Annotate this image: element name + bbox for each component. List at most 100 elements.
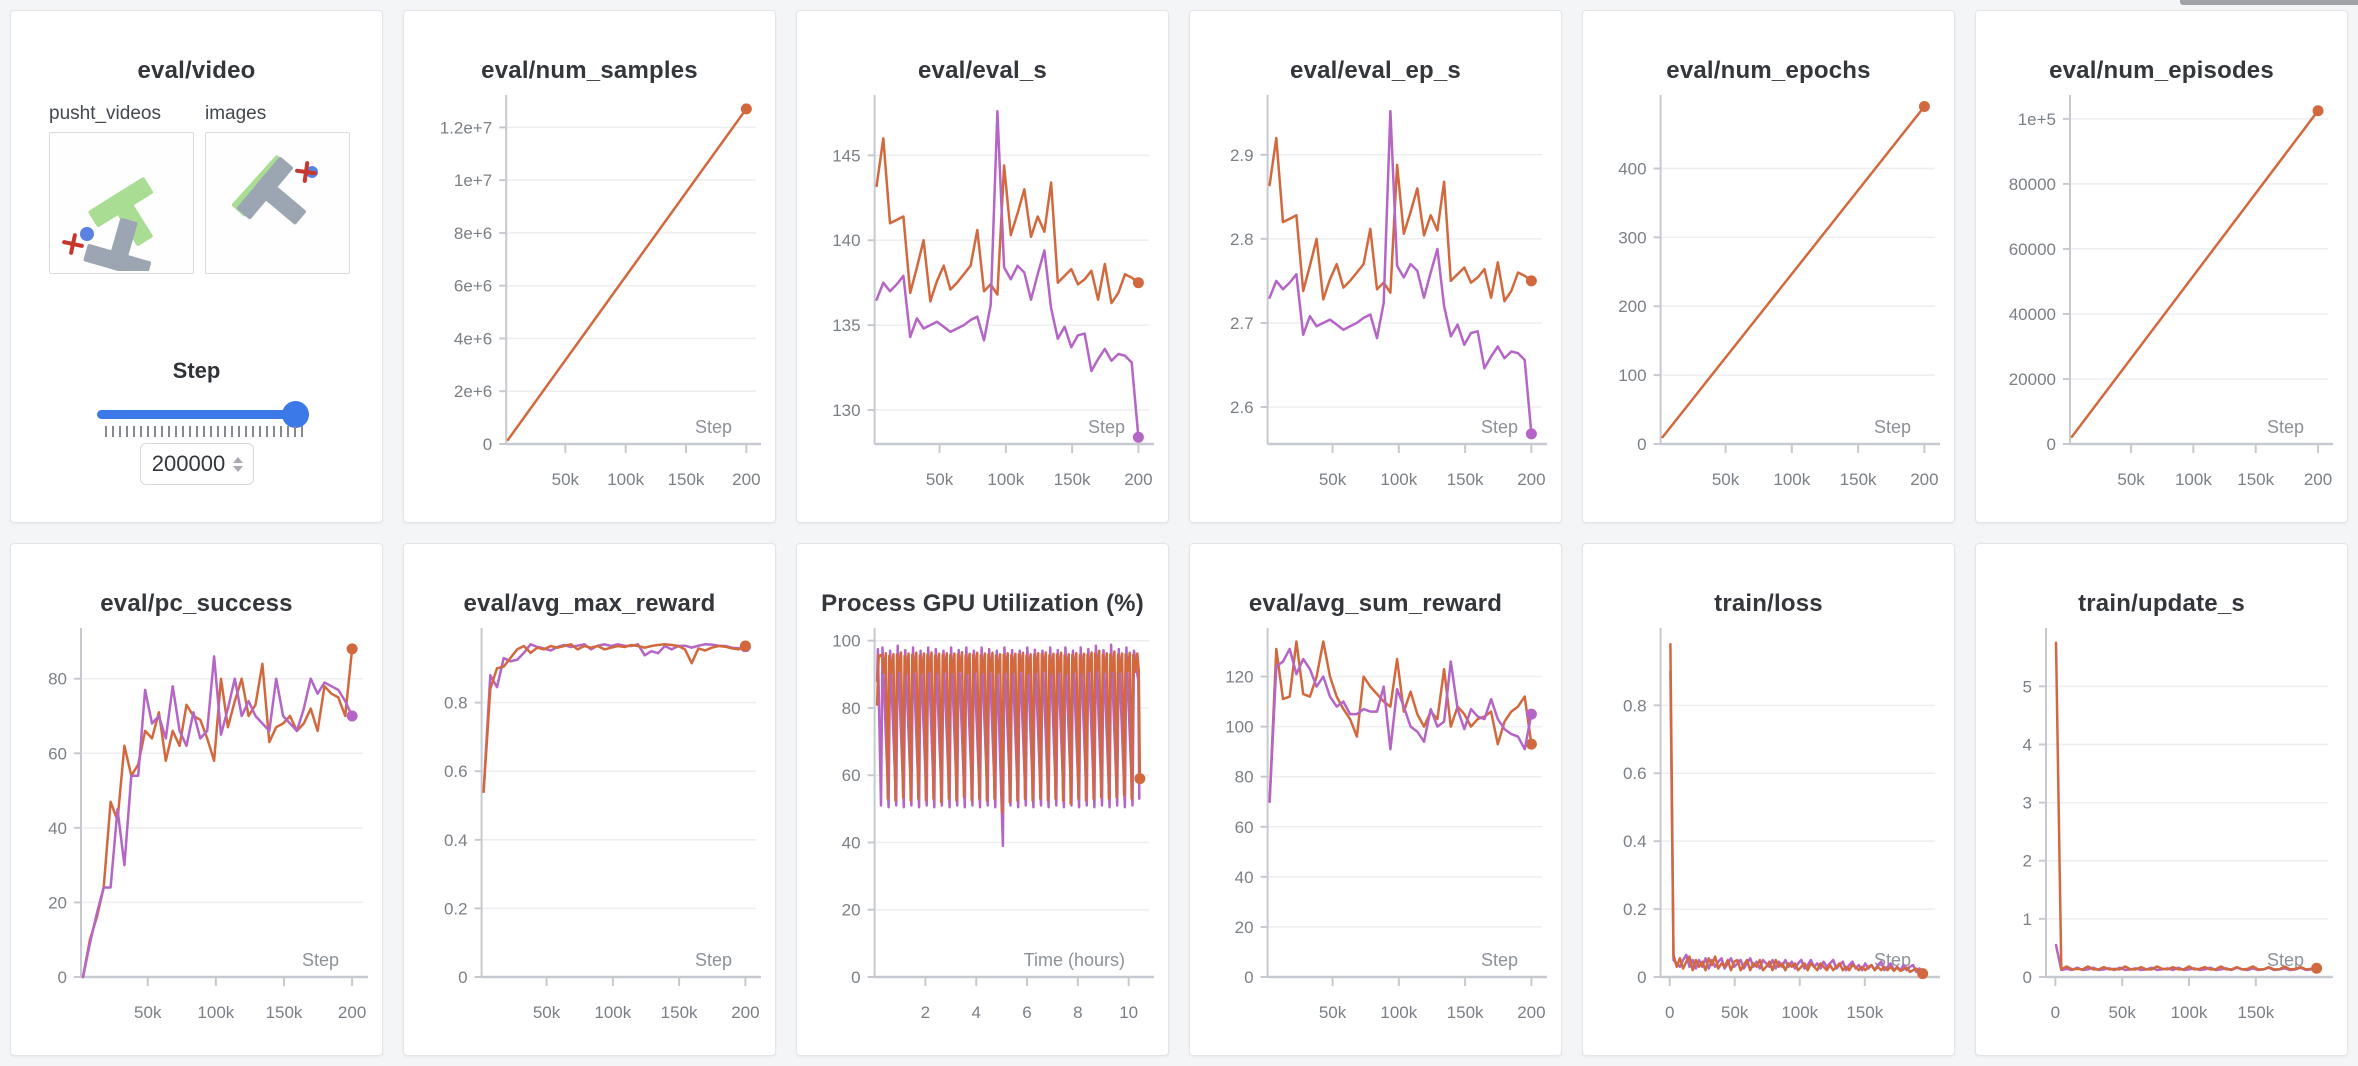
svg-text:1e+7: 1e+7 (454, 171, 492, 190)
series-line-orange (2070, 109, 2320, 439)
svg-text:100k: 100k (594, 1003, 631, 1022)
svg-text:400: 400 (1618, 159, 1646, 178)
series-end-dot-orange (1525, 275, 1537, 287)
panel-title: eval/num_episodes (2049, 57, 2274, 84)
series-line-purple (81, 655, 354, 979)
svg-text:200: 200 (1517, 470, 1545, 489)
pusht-video-thumbnail[interactable] (49, 132, 194, 279)
svg-text:100k: 100k (987, 470, 1024, 489)
chart-panel-eval-num-episodes: eval/num_episodes 0 20000 40000 60000 80000 1… (1975, 10, 2348, 523)
x-axis-label: Step (695, 950, 732, 970)
line-chart-6[interactable]: 0 0.2 0.4 0.6 0.8 50k 100k 150k 200 Step (404, 544, 775, 1055)
svg-text:0: 0 (1244, 968, 1253, 987)
svg-text:2.9: 2.9 (1230, 146, 1254, 165)
svg-text:80000: 80000 (2009, 175, 2056, 194)
svg-text:0.8: 0.8 (1623, 696, 1647, 715)
svg-text:50k: 50k (926, 470, 954, 489)
svg-text:100k: 100k (607, 470, 644, 489)
step-slider-ticks (105, 426, 303, 437)
stepper-down-icon[interactable] (232, 465, 243, 472)
svg-text:50k: 50k (134, 1003, 162, 1022)
x-axis-label: Time (hours) (1024, 950, 1125, 970)
series-line-purple (875, 109, 1140, 439)
series-line-purple (1669, 670, 1924, 975)
svg-text:200: 200 (1618, 297, 1646, 316)
svg-text:150k: 150k (2237, 470, 2274, 489)
svg-text:50k: 50k (1721, 1003, 1749, 1022)
svg-text:60: 60 (1235, 818, 1254, 837)
series-line-orange (81, 647, 354, 979)
chart-panel-eval-num-epochs: eval/num_epochs 0 100 200 300 400 50k 100k 150k… (1582, 10, 1955, 523)
line-chart-2[interactable]: 2.6 2.7 2.8 2.9 50k 100k 150k 200 Step (1190, 11, 1561, 522)
svg-text:0: 0 (458, 968, 467, 987)
step-slider[interactable] (97, 410, 307, 419)
svg-text:100k: 100k (1781, 1003, 1818, 1022)
svg-text:150k: 150k (2237, 1003, 2274, 1022)
svg-text:100: 100 (1225, 718, 1253, 737)
line-chart-7[interactable]: 0 20 40 60 80 100 2 4 6 8 10 Time (hours) (797, 544, 1168, 1055)
svg-text:40: 40 (1235, 868, 1254, 887)
svg-text:6e+6: 6e+6 (454, 277, 492, 296)
svg-text:4: 4 (2023, 735, 2032, 754)
line-chart-1[interactable]: 130 135 140 145 50k 100k 150k 200 Step (797, 11, 1168, 522)
line-chart-4[interactable]: 0 20000 40000 60000 80000 1e+5 50k 100k 150k 200 S… (1976, 11, 2347, 522)
svg-text:0.6: 0.6 (444, 762, 468, 781)
series-line-orange (1661, 105, 1926, 439)
svg-text:100k: 100k (2171, 1003, 2208, 1022)
svg-text:150k: 150k (1447, 1003, 1484, 1022)
line-chart-10[interactable]: 0 1 2 3 4 5 0 50k 100k 150k Step (1976, 544, 2347, 1055)
images-thumbnail[interactable] (205, 132, 350, 274)
svg-text:50k: 50k (2108, 1003, 2136, 1022)
step-slider-thumb[interactable] (282, 401, 309, 428)
svg-text:50k: 50k (1712, 470, 1740, 489)
svg-text:40: 40 (48, 819, 67, 838)
svg-text:60: 60 (48, 744, 67, 763)
series-end-dot-orange (346, 643, 358, 655)
horizontal-scrollbar[interactable] (2180, 0, 2358, 5)
series-line-orange (875, 649, 1142, 814)
svg-text:0.8: 0.8 (444, 694, 468, 713)
x-axis-label: Step (2267, 417, 2304, 437)
stepper-up-icon[interactable] (232, 456, 243, 463)
step-input[interactable] (150, 451, 227, 477)
line-chart-3[interactable]: 0 100 200 300 400 50k 100k 150k 200 Step (1583, 11, 1954, 522)
svg-text:120: 120 (1225, 668, 1253, 687)
svg-text:20: 20 (842, 901, 861, 920)
svg-text:140: 140 (832, 231, 860, 250)
svg-text:100k: 100k (2175, 470, 2212, 489)
svg-text:200: 200 (1910, 470, 1938, 489)
series-end-dot-purple (346, 710, 358, 722)
svg-text:2e+6: 2e+6 (454, 382, 492, 401)
svg-text:200: 200 (732, 470, 760, 489)
svg-text:0: 0 (1637, 968, 1646, 987)
svg-text:150k: 150k (668, 470, 705, 489)
pusht-scene-image (62, 177, 153, 279)
svg-text:1: 1 (2023, 910, 2032, 929)
svg-text:135: 135 (832, 316, 860, 335)
svg-text:0.2: 0.2 (1623, 900, 1647, 919)
svg-text:8e+6: 8e+6 (454, 224, 492, 243)
svg-text:20000: 20000 (2009, 370, 2056, 389)
chart-panel-eval-avg-sum-reward: eval/avg_sum_reward 0 20 40 60 80 100 120 50k 10… (1189, 543, 1562, 1056)
series-line-purple (482, 643, 747, 794)
svg-text:200: 200 (1517, 1003, 1545, 1022)
line-chart-5[interactable]: 0 20 40 60 80 50k 100k 150k 200 Step (11, 544, 382, 1055)
svg-text:80: 80 (842, 699, 861, 718)
step-slider-label: Step (172, 358, 221, 383)
svg-text:150k: 150k (1447, 470, 1484, 489)
chart-panel-eval-num-samples: eval/num_samples 0 2e+6 4e+6 6e+6 8e+6 1e+7 1.… (403, 10, 776, 523)
svg-text:150k: 150k (661, 1003, 698, 1022)
media-label-images: images (205, 103, 267, 124)
panel-title: eval/num_samples (481, 57, 698, 84)
svg-text:50k: 50k (1319, 1003, 1347, 1022)
x-axis-label: Step (1481, 950, 1518, 970)
svg-text:50k: 50k (552, 470, 580, 489)
svg-text:3: 3 (2023, 794, 2032, 813)
svg-text:100k: 100k (1380, 470, 1417, 489)
line-chart-8[interactable]: 0 20 40 60 80 100 120 50k 100k 150k 200 Step (1190, 544, 1561, 1055)
line-chart-0[interactable]: 0 2e+6 4e+6 6e+6 8e+6 1e+7 1.2e+7 50k 100k 150k 20… (404, 11, 775, 522)
svg-text:0: 0 (483, 435, 492, 454)
svg-text:100k: 100k (197, 1003, 234, 1022)
